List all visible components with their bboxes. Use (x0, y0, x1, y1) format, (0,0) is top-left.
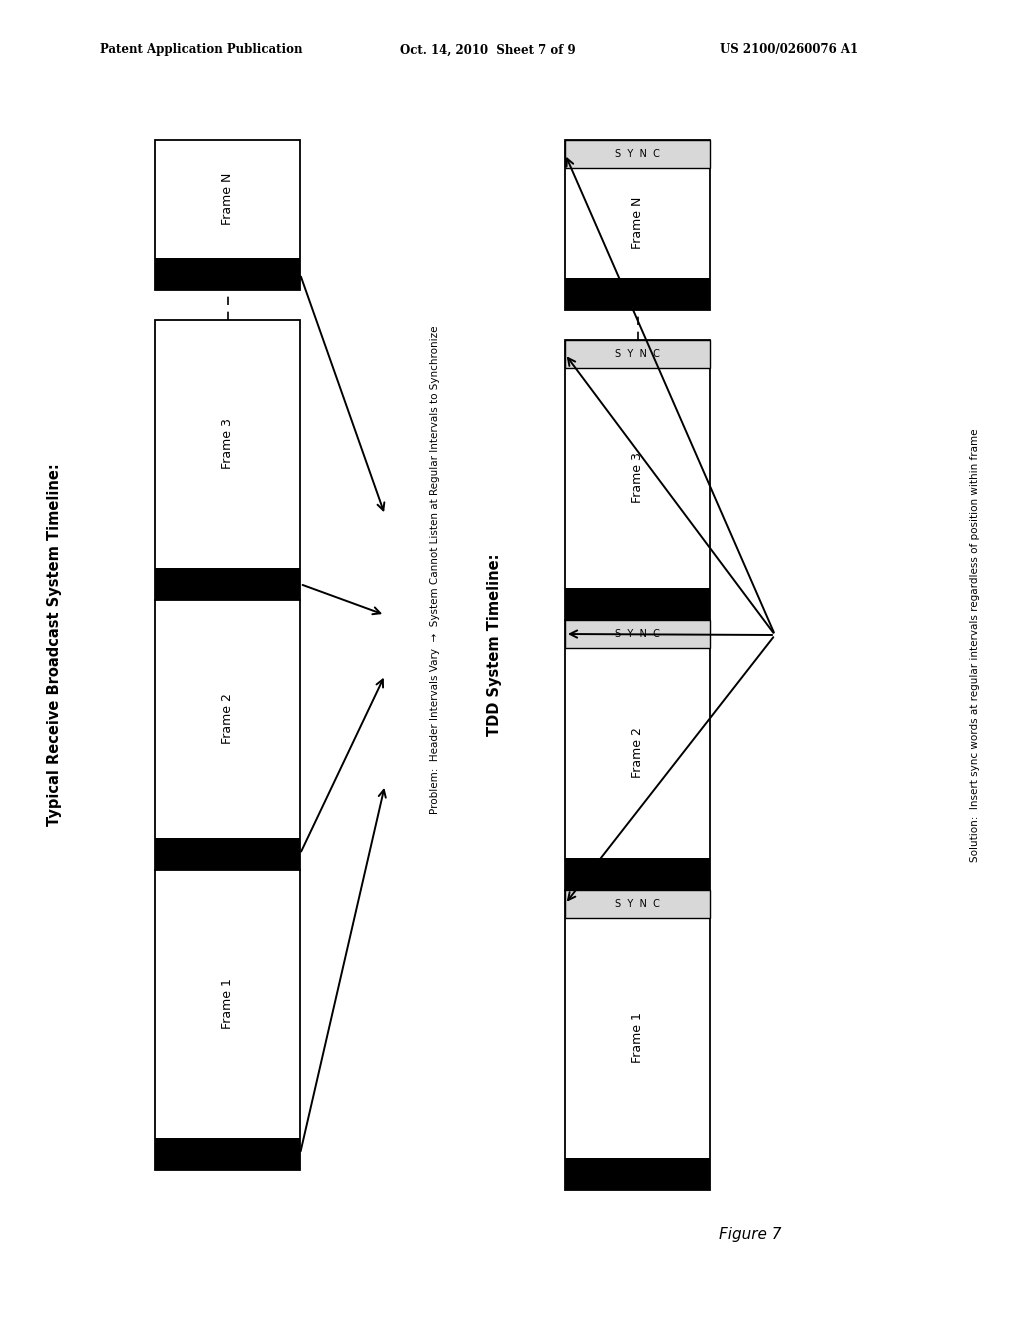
Bar (565, 279, 710, 310)
Text: US 2100/0260076 A1: US 2100/0260076 A1 (720, 44, 858, 57)
Text: Frame 1: Frame 1 (631, 1012, 644, 1064)
Bar (155, 140, 300, 290)
Bar (155, 257, 300, 290)
Bar (155, 838, 300, 870)
Bar (565, 341, 710, 368)
Text: Frame 3: Frame 3 (221, 418, 234, 470)
Text: Frame 2: Frame 2 (631, 727, 644, 779)
Text: S  Y  N  C: S Y N C (615, 348, 659, 359)
Bar (565, 587, 710, 620)
Text: Patent Application Publication: Patent Application Publication (100, 44, 302, 57)
Bar (155, 601, 300, 870)
Bar (565, 140, 710, 310)
Bar (565, 620, 710, 890)
Text: S  Y  N  C: S Y N C (615, 899, 659, 909)
Bar (565, 140, 710, 168)
Bar (155, 1138, 300, 1170)
Text: S  Y  N  C: S Y N C (615, 149, 659, 158)
Text: Problem:  Header Intervals Vary  →  System Cannot Listen at Regular Intervals to: Problem: Header Intervals Vary → System … (430, 326, 440, 814)
Text: Frame N: Frame N (221, 173, 234, 226)
Text: S  Y  N  C: S Y N C (615, 630, 659, 639)
Text: TDD System Timeline:: TDD System Timeline: (487, 554, 503, 737)
Bar (565, 890, 710, 1191)
Bar (155, 870, 300, 1170)
Bar (155, 319, 300, 601)
Bar (565, 858, 710, 890)
Bar (565, 1158, 710, 1191)
Text: Oct. 14, 2010  Sheet 7 of 9: Oct. 14, 2010 Sheet 7 of 9 (400, 44, 575, 57)
Text: Figure 7: Figure 7 (719, 1228, 781, 1242)
Bar (565, 341, 710, 620)
Text: Typical Receive Broadcast System Timeline:: Typical Receive Broadcast System Timelin… (47, 463, 62, 826)
Bar (565, 620, 710, 648)
Text: Frame 1: Frame 1 (221, 978, 234, 1030)
Text: Frame N: Frame N (631, 197, 644, 249)
Text: Frame 2: Frame 2 (221, 693, 234, 744)
Text: Solution:  Insert sync words at regular intervals regardless of position within : Solution: Insert sync words at regular i… (970, 428, 980, 862)
Bar (155, 568, 300, 601)
Text: Frame 3: Frame 3 (631, 453, 644, 503)
Bar (565, 890, 710, 917)
